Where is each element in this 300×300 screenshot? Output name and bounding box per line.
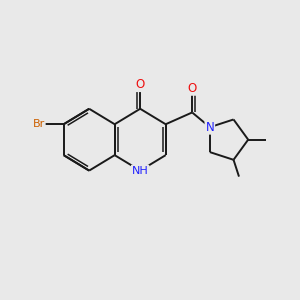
Text: NH: NH <box>132 166 148 176</box>
Text: Br: Br <box>32 119 45 129</box>
Text: N: N <box>206 121 214 134</box>
Text: O: O <box>188 82 197 95</box>
Text: O: O <box>136 78 145 91</box>
